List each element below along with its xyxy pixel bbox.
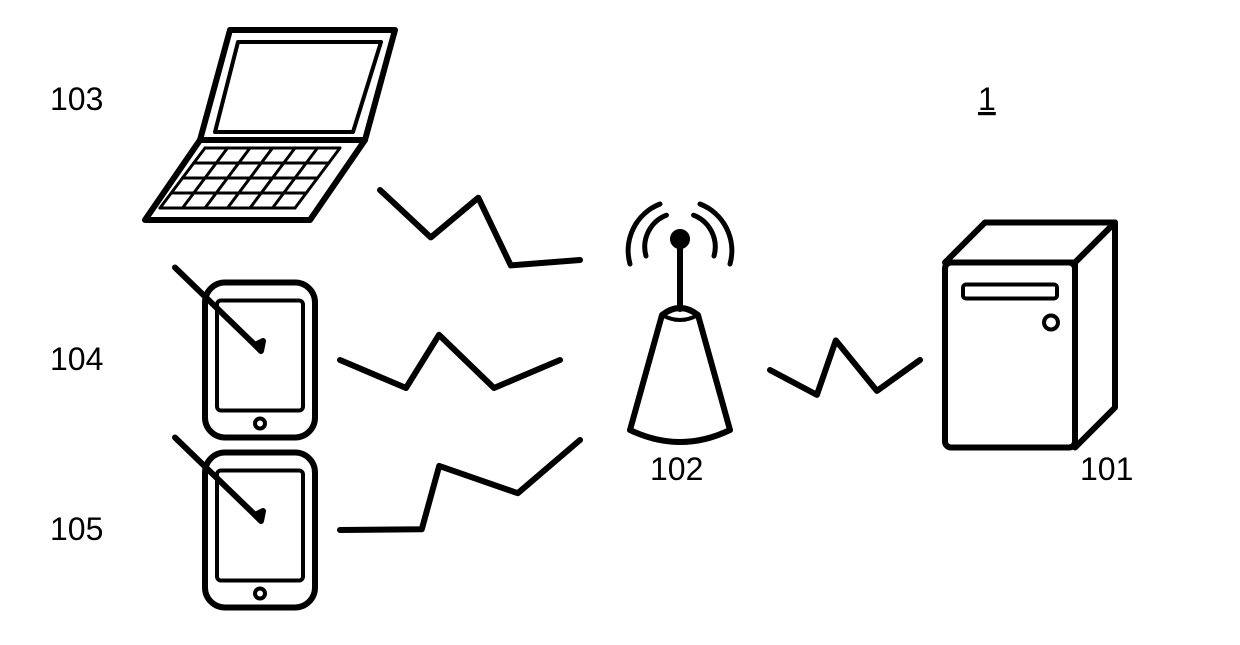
label-laptop: 103 [50,81,103,117]
tablet-icon [175,268,315,438]
wireless-link-icon [340,335,560,388]
laptop-icon [145,30,395,220]
label-tablet1: 104 [50,341,103,377]
label-tablet2: 105 [50,511,103,547]
tablet-icon [175,438,315,608]
antenna-icon [628,204,732,442]
figure-number: 1 [978,81,996,117]
wireless-link-icon [340,440,580,530]
wireless-link-icon [380,190,580,265]
label-antenna: 102 [650,451,703,487]
server-icon [945,223,1115,448]
wireless-link-icon [770,340,920,395]
label-server: 101 [1080,451,1133,487]
